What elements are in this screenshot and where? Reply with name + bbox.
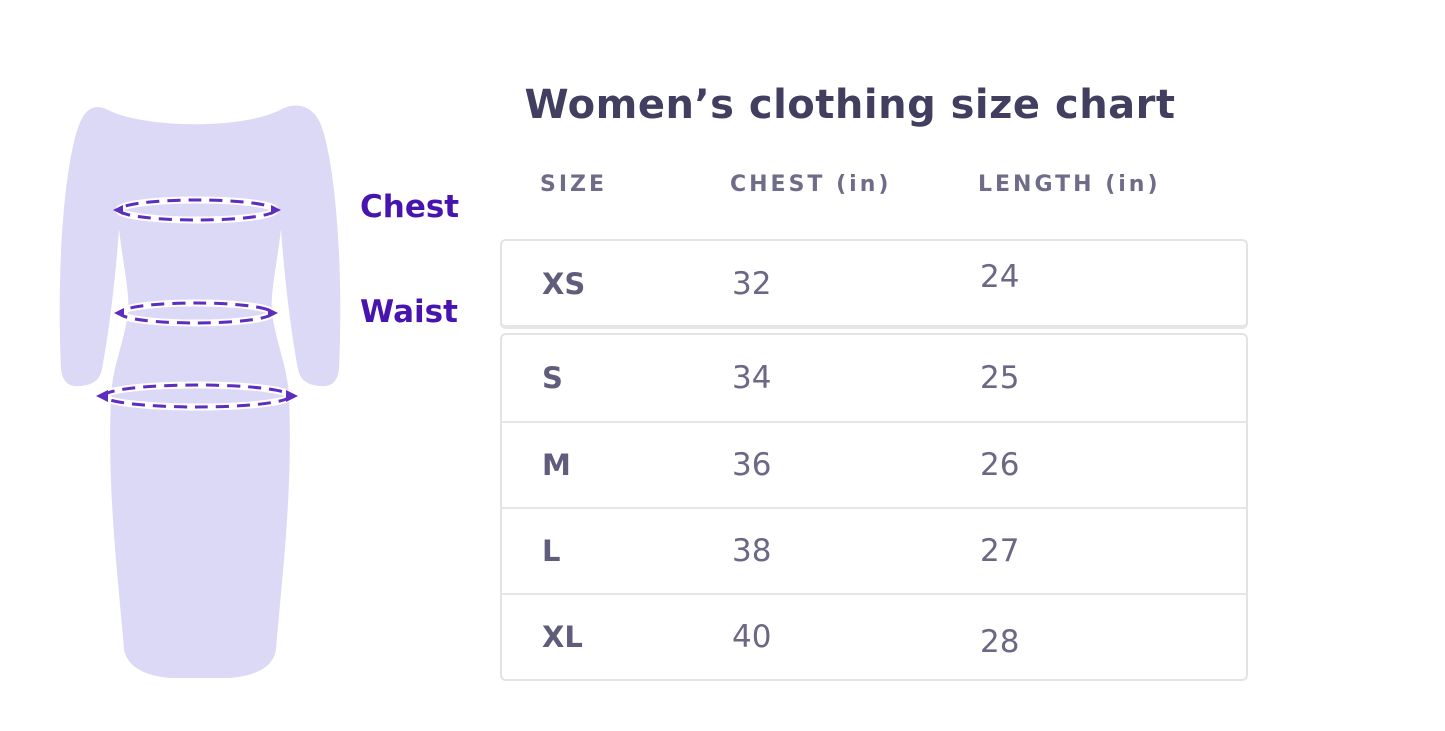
chest-cell: 32 <box>732 266 772 302</box>
dress-silhouette <box>59 105 341 678</box>
column-header-length: LENGTH (in) <box>978 172 1161 197</box>
table-row: XL 40 28 <box>502 593 1246 679</box>
length-cell: 27 <box>980 533 1020 569</box>
size-cell: L <box>542 534 561 568</box>
column-header-size: SIZE <box>540 172 608 197</box>
table-header: SIZE CHEST (in) LENGTH (in) <box>500 172 1248 197</box>
chest-measure-label: Chest <box>360 189 460 225</box>
column-header-chest: CHEST (in) <box>730 172 892 197</box>
chest-cell: 40 <box>732 619 772 655</box>
size-cell: XL <box>542 620 583 654</box>
hip-measure-ellipse <box>96 381 298 411</box>
length-cell: 28 <box>980 624 1020 660</box>
size-cell: M <box>542 448 571 482</box>
table-row-group: S 34 25 M 36 26 L 38 27 XL 40 28 <box>500 333 1248 681</box>
size-cell: XS <box>542 267 586 301</box>
waist-measure-label: Waist <box>360 294 458 330</box>
size-cell: S <box>542 361 563 395</box>
length-cell: 26 <box>980 447 1020 483</box>
table-row: M 36 26 <box>502 421 1246 507</box>
waist-measure-ellipse <box>114 299 278 327</box>
chest-cell: 38 <box>732 533 772 569</box>
dress-illustration <box>59 105 341 678</box>
page-title: Women’s clothing size chart <box>524 82 1176 128</box>
table-row: S 34 25 <box>502 335 1246 421</box>
chest-cell: 34 <box>732 360 772 396</box>
table-row: L 38 27 <box>502 507 1246 593</box>
chest-measure-ellipse <box>113 196 281 224</box>
table-row: XS 32 24 <box>502 241 1246 327</box>
chest-cell: 36 <box>732 447 772 483</box>
table-row-group-first: XS 32 24 <box>500 239 1248 329</box>
length-cell: 24 <box>980 259 1020 295</box>
length-cell: 25 <box>980 360 1020 396</box>
